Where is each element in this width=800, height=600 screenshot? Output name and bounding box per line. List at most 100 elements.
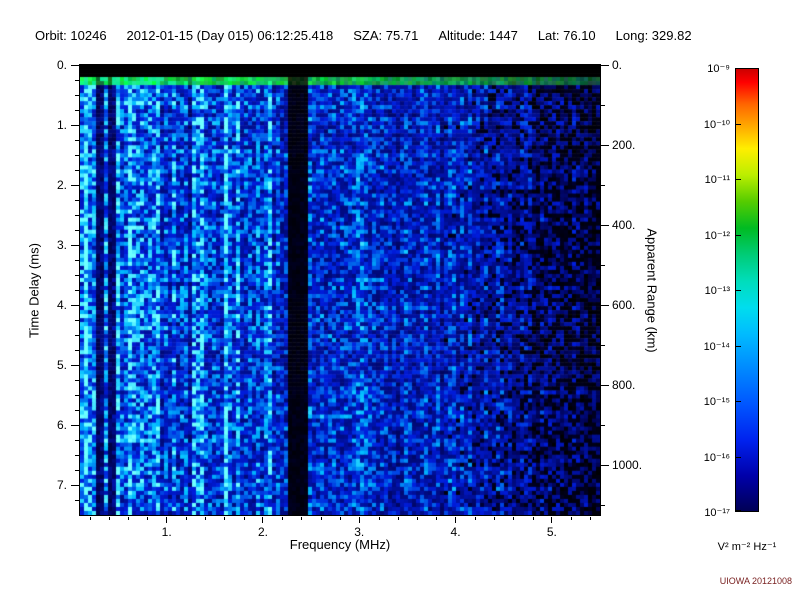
x-minor-tick-mark xyxy=(532,517,534,520)
y-tick-label: 2. xyxy=(56,178,67,192)
range-tick-mark xyxy=(601,145,609,146)
y-tick-label: 3. xyxy=(56,238,67,252)
x-axis-title: Frequency (MHz) xyxy=(289,537,391,552)
y-minor-tick-mark xyxy=(75,395,79,396)
colorbar-tick-mark xyxy=(736,346,741,347)
x-minor-tick-mark xyxy=(185,517,187,520)
y-minor-tick-mark xyxy=(75,350,79,351)
y-minor-tick-mark xyxy=(75,410,79,411)
y-minor-tick-mark xyxy=(75,110,79,111)
x-minor-tick-mark xyxy=(147,517,149,520)
y-tick-label: 1. xyxy=(56,118,67,132)
y-tick-mark xyxy=(71,485,79,486)
y-minor-tick-mark xyxy=(75,335,79,336)
y2-axis-title: Apparent Range (km) xyxy=(644,228,660,353)
range-minor-tick-mark xyxy=(601,265,605,266)
x-tick-mark xyxy=(358,517,360,523)
y-tick-mark xyxy=(71,185,79,186)
y-minor-tick-mark xyxy=(75,230,79,231)
colorbar-tick-mark xyxy=(736,124,741,125)
header-field: Lat: 76.10 xyxy=(537,28,596,43)
x-minor-tick-mark xyxy=(301,517,303,520)
header-field: 2012-01-15 (Day 015) 06:12:25.418 xyxy=(126,28,334,43)
x-minor-tick-mark xyxy=(417,517,419,520)
x-minor-tick-mark xyxy=(397,517,399,520)
y-minor-tick-mark xyxy=(75,95,79,96)
x-minor-tick-mark xyxy=(224,517,226,520)
x-minor-tick-mark xyxy=(89,517,91,520)
range-tick-mark xyxy=(601,385,609,386)
y-tick-label: 6. xyxy=(56,418,67,432)
colorbar-unit-label: V² m⁻² Hz⁻¹ xyxy=(717,541,777,553)
y-tick-mark xyxy=(71,245,79,246)
y-minor-tick-mark xyxy=(75,320,79,321)
plot-frame xyxy=(79,64,601,516)
y-minor-tick-mark xyxy=(75,170,79,171)
y-minor-tick-mark xyxy=(75,380,79,381)
header-info: Orbit: 10246 2012-01-15 (Day 015) 06:12:2… xyxy=(35,28,692,43)
x-minor-tick-mark xyxy=(590,517,592,520)
y-tick-label: 5. xyxy=(56,358,67,372)
x-tick-mark xyxy=(262,517,264,523)
range-tick-label: 400. xyxy=(612,218,636,232)
y-tick-label: 7. xyxy=(56,478,67,492)
y-tick-mark xyxy=(71,425,79,426)
range-tick-mark xyxy=(601,305,609,306)
x-minor-tick-mark xyxy=(282,517,284,520)
x-minor-tick-mark xyxy=(494,517,496,520)
x-tick-label: 5. xyxy=(546,525,557,539)
colorbar-tick-label: 10⁻⁹ xyxy=(707,63,730,75)
colorbar-tick-mark xyxy=(736,235,741,236)
x-tick-mark xyxy=(551,517,553,523)
y-minor-tick-mark xyxy=(75,140,79,141)
y-minor-tick-mark xyxy=(75,155,79,156)
y-tick-label: 4. xyxy=(56,298,67,312)
range-tick-mark xyxy=(601,465,609,466)
range-minor-tick-mark xyxy=(601,345,605,346)
range-tick-label: 0. xyxy=(612,58,623,72)
x-minor-tick-mark xyxy=(320,517,322,520)
x-minor-tick-mark xyxy=(571,517,573,520)
x-tick-label: 3. xyxy=(354,525,365,539)
header-field: Long: 329.82 xyxy=(615,28,692,43)
header-field: SZA: 75.71 xyxy=(353,28,419,43)
colorbar-tick-mark xyxy=(736,68,741,69)
colorbar-tick-label: 10⁻¹² xyxy=(704,230,730,242)
range-minor-tick-mark xyxy=(601,185,605,186)
range-minor-tick-mark xyxy=(601,425,605,426)
x-minor-tick-mark xyxy=(474,517,476,520)
y-tick-mark xyxy=(71,365,79,366)
spectrogram-canvas xyxy=(80,65,600,515)
x-tick-mark xyxy=(455,517,457,523)
colorbar-tick-label: 10⁻¹⁴ xyxy=(703,341,730,353)
y-minor-tick-mark xyxy=(75,200,79,201)
range-tick-label: 1000. xyxy=(612,458,643,472)
colorbar-tick-label: 10⁻¹³ xyxy=(704,285,730,297)
colorbar-tick-label: 10⁻¹¹ xyxy=(704,174,730,186)
y-minor-tick-mark xyxy=(75,455,79,456)
y-tick-mark xyxy=(71,125,79,126)
colorbar-tick-label: 10⁻¹⁶ xyxy=(703,452,730,464)
y-minor-tick-mark xyxy=(75,500,79,501)
x-minor-tick-mark xyxy=(340,517,341,520)
y-minor-tick-mark xyxy=(75,260,79,261)
range-minor-tick-mark xyxy=(601,505,605,506)
y-tick-label: 0. xyxy=(56,58,67,72)
x-minor-tick-mark xyxy=(436,517,438,520)
colorbar-tick-label: 10⁻¹⁵ xyxy=(703,396,730,408)
x-tick-label: 2. xyxy=(257,525,268,539)
colorbar-tick-mark xyxy=(736,401,741,402)
x-minor-tick-mark xyxy=(205,517,207,520)
range-tick-mark xyxy=(601,65,609,66)
x-minor-tick-mark xyxy=(513,517,515,520)
y-minor-tick-mark xyxy=(75,215,79,216)
credit-text: UIOWA 20121008 xyxy=(719,576,792,586)
x-minor-tick-mark xyxy=(108,517,110,520)
range-tick-label: 600. xyxy=(612,298,636,312)
x-minor-tick-mark xyxy=(243,517,245,520)
colorbar-tick-label: 10⁻¹⁷ xyxy=(704,507,730,519)
range-minor-tick-mark xyxy=(601,105,605,106)
colorbar-tick-mark xyxy=(736,290,741,291)
x-minor-tick-mark xyxy=(128,517,130,520)
